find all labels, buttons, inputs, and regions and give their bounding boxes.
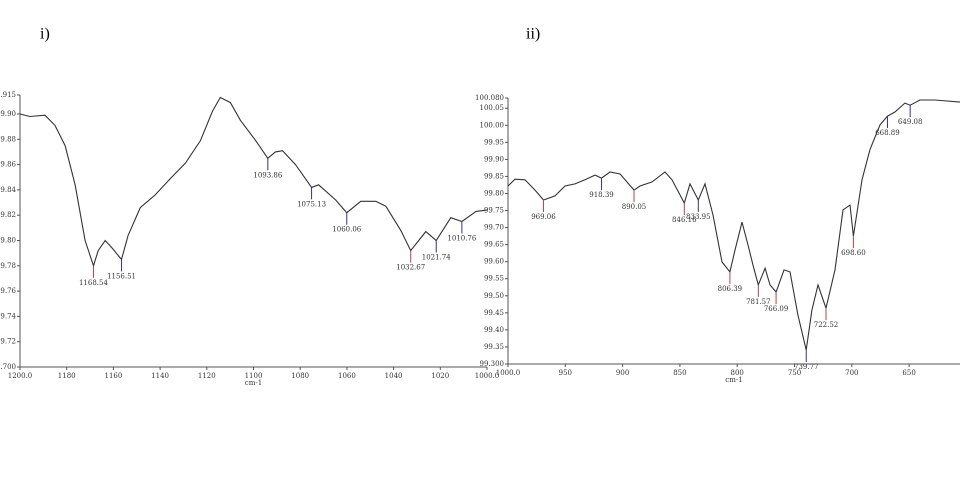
y-tick-label: 100.05	[480, 104, 505, 112]
x-tick-label: 750	[788, 369, 801, 377]
x-tick-label: 700	[845, 369, 858, 377]
y-tick-label: 99.88	[0, 135, 16, 143]
y-tick-label: 99.40	[484, 326, 504, 334]
peak-label: 1168.54	[79, 279, 108, 287]
peak-label: 1093.86	[253, 171, 282, 179]
peak-label: 969.06	[531, 213, 556, 221]
peak-label: 1156.51	[107, 272, 136, 280]
y-tick-label: 99.300	[480, 360, 505, 368]
y-tick-label: 99.70	[484, 224, 504, 232]
x-tick-label: 1040	[385, 372, 403, 380]
y-tick-label: 99.35	[484, 343, 504, 351]
y-tick-label: 100.00	[480, 121, 505, 129]
y-tick-label: 99.86	[0, 161, 17, 169]
peak-label: 766.09	[764, 305, 789, 313]
peak-label: 1075.13	[297, 200, 326, 208]
x-tick-label: 1060	[338, 372, 356, 380]
x-tick-label: 1140	[151, 372, 169, 380]
x-tick-label: 1120	[198, 372, 216, 380]
peak-label: 806.39	[718, 285, 743, 293]
peak-label: 668.89	[875, 129, 900, 137]
y-tick-label: 99.72	[0, 338, 16, 346]
y-tick-label: 99.84	[0, 186, 17, 194]
y-tick-label: 99.65	[484, 241, 504, 249]
peak-label: 846.16	[672, 216, 697, 224]
spectrum-line	[19, 96, 488, 268]
x-axis-label: cm-1	[245, 379, 262, 387]
spectrum-line	[507, 99, 960, 351]
peak-label: 1060.06	[332, 226, 361, 234]
y-tick-label: 99.95	[484, 138, 504, 146]
x-tick-label: 1020	[431, 372, 449, 380]
x-tick-label: 900	[616, 369, 629, 377]
x-tick-label: 650	[902, 369, 915, 377]
y-tick-label: 99.915	[0, 91, 16, 99]
y-tick-label: 99.90	[484, 155, 504, 163]
peak-label: 739.77	[794, 363, 819, 371]
y-tick-label: 99.76	[0, 287, 17, 295]
peak-label: 833.95	[686, 213, 711, 221]
x-tick-label: 950	[559, 369, 572, 377]
y-tick-label: 99.78	[0, 262, 16, 270]
x-tick-label: 1200.0	[8, 372, 33, 380]
peak-label: 781.57	[746, 298, 771, 306]
y-tick-label: 100.080	[475, 94, 504, 102]
y-tick-label: 99.85	[484, 172, 504, 180]
peak-label: 1021.74	[422, 253, 451, 261]
y-tick-label: 99.60	[484, 258, 504, 266]
peak-label: 649.08	[898, 118, 923, 126]
x-tick-label: 1080	[291, 372, 309, 380]
x-tick-label: 1000.0	[475, 372, 500, 380]
x-tick-label: 1100	[245, 372, 263, 380]
y-tick-label: 99.82	[0, 211, 16, 219]
x-tick-label: 1000.0	[496, 369, 521, 377]
peak-label: 698.60	[841, 249, 866, 257]
y-tick-label: 99.74	[0, 312, 17, 320]
panel-title: ii)	[526, 26, 540, 43]
y-tick-label: 99.45	[484, 309, 504, 317]
x-tick-label: 800	[731, 369, 744, 377]
y-tick-label: 99.75	[484, 207, 504, 215]
y-tick-label: 99.55	[484, 275, 504, 283]
panel-title: i)	[40, 26, 50, 43]
y-tick-label: 99.90	[0, 110, 16, 118]
x-tick-label: 1180	[58, 372, 76, 380]
x-tick-label: 850	[673, 369, 686, 377]
x-tick-label: 1160	[104, 372, 122, 380]
peak-label: 1010.76	[447, 235, 476, 243]
y-tick-label: 99.80	[484, 189, 504, 197]
y-tick-label: 99.700	[0, 363, 16, 371]
peak-label: 722.52	[814, 321, 839, 329]
peak-label: 890.05	[622, 203, 647, 211]
x-axis-label: cm-1	[725, 376, 742, 384]
y-tick-label: 99.80	[0, 236, 16, 244]
peak-label: 1032.67	[396, 264, 425, 272]
y-tick-label: 99.50	[484, 292, 504, 300]
peak-label: 918.39	[589, 191, 614, 199]
